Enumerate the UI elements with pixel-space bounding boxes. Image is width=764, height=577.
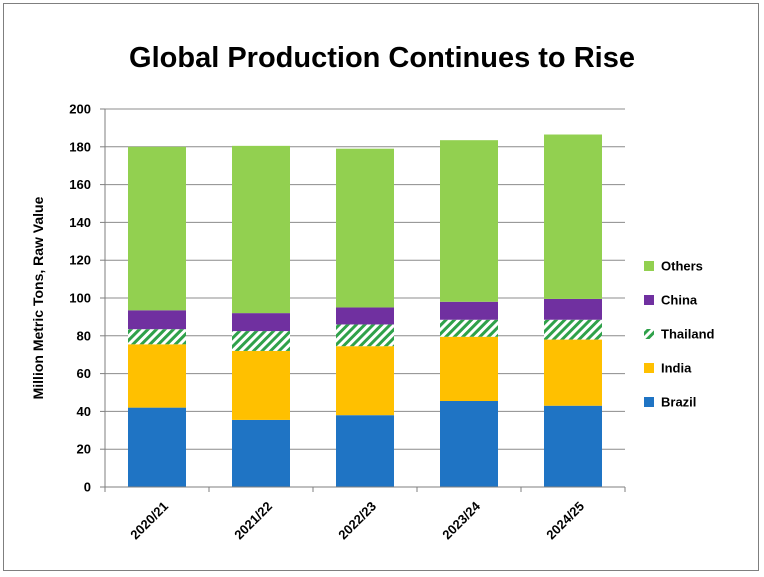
bar-china: [440, 301, 498, 320]
y-tick-label: 60: [77, 366, 91, 381]
x-tick-label: 2020/21: [127, 499, 171, 543]
legend-swatch-india: [644, 363, 654, 373]
y-tick-labels: 0 20 40 60 80 100 120 140 160 180 200: [69, 102, 91, 495]
bar-others: [336, 148, 394, 308]
legend-swatch-thailand: [644, 329, 654, 339]
legend: Others China Thailand India Brazil: [644, 259, 715, 410]
legend-swatch-china: [644, 295, 654, 305]
legend-swatch-brazil: [644, 397, 654, 407]
bar-brazil: [544, 405, 602, 487]
legend-label-thailand: Thailand: [661, 327, 715, 342]
bar-china: [232, 313, 290, 332]
y-tick-label: 120: [69, 253, 91, 268]
x-tick-labels: 2020/21 2021/22 2022/23 2023/24 2024/25: [127, 498, 587, 542]
bar-thailand: [544, 319, 602, 340]
bar-brazil: [128, 407, 186, 487]
y-tick-label: 140: [69, 215, 91, 230]
legend-label-india: India: [661, 361, 692, 376]
bar-india: [128, 344, 186, 408]
bar-india: [232, 350, 290, 420]
y-tick-label: 200: [69, 102, 91, 117]
bar-others: [544, 134, 602, 299]
x-tick-label: 2022/23: [335, 499, 379, 543]
bar-china: [336, 307, 394, 325]
y-tick-label: 100: [69, 291, 91, 306]
y-tick-label: 20: [77, 442, 91, 457]
chart-title: Global Production Continues to Rise: [129, 42, 635, 74]
bar-india: [336, 346, 394, 416]
bar-china: [544, 298, 602, 320]
bar-others: [232, 145, 290, 314]
bars: [128, 134, 602, 487]
bar-thailand: [336, 324, 394, 347]
legend-label-others: Others: [661, 259, 703, 274]
bar-others: [440, 140, 498, 302]
y-tick-label: 80: [77, 328, 91, 343]
bar-thailand: [440, 319, 498, 337]
legend-label-china: China: [661, 293, 698, 308]
legend-swatch-others: [644, 261, 654, 271]
bar-china: [128, 310, 186, 330]
bar-others: [128, 146, 186, 311]
bar-brazil: [440, 401, 498, 487]
x-tick-label: 2023/24: [439, 498, 483, 542]
bar-thailand: [128, 329, 186, 345]
axes: [100, 108, 626, 492]
y-axis-label: Million Metric Tons, Raw Value: [30, 196, 46, 399]
bar-brazil: [336, 415, 394, 487]
bar-india: [544, 339, 602, 406]
legend-label-brazil: Brazil: [661, 395, 696, 410]
bar-brazil: [232, 419, 290, 487]
x-tick-label: 2024/25: [543, 499, 587, 543]
bar-india: [440, 336, 498, 402]
y-tick-label: 180: [69, 139, 91, 154]
y-tick-label: 0: [84, 480, 91, 495]
y-tick-label: 160: [69, 177, 91, 192]
y-tick-label: 40: [77, 404, 91, 419]
bar-thailand: [232, 331, 290, 351]
x-tick-label: 2021/22: [231, 499, 275, 543]
